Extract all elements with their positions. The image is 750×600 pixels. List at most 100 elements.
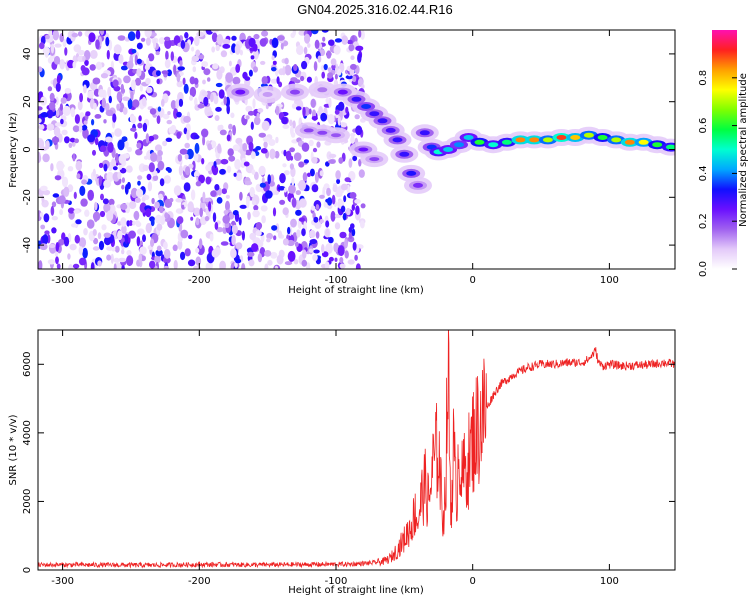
noise-speckle: [130, 91, 134, 101]
noise-speckle: [352, 75, 357, 83]
noise-speckle: [93, 102, 97, 110]
trace-core: [454, 142, 464, 148]
noise-speckle: [100, 193, 104, 201]
noise-speckle: [232, 124, 237, 136]
noise-speckle: [94, 137, 99, 146]
noise-speckle: [56, 109, 60, 117]
noise-speckle: [270, 174, 275, 184]
noise-speckle: [68, 142, 73, 148]
noise-speckle: [85, 111, 91, 117]
noise-speckle: [245, 105, 253, 113]
noise-speckle: [77, 31, 83, 37]
noise-speckle: [63, 186, 70, 197]
noise-speckle: [277, 230, 283, 239]
x-tick-label: 100: [600, 275, 619, 286]
noise-speckle: [309, 239, 318, 245]
noise-speckle: [248, 141, 254, 152]
noise-speckle: [118, 102, 125, 113]
noise-speckle: [173, 259, 178, 269]
noise-speckle: [282, 124, 290, 129]
noise-speckle: [190, 189, 196, 201]
noise-speckle: [273, 235, 277, 241]
noise-speckle: [294, 79, 301, 84]
noise-speckle: [177, 154, 183, 162]
noise-speckle: [137, 180, 141, 186]
noise-speckle: [228, 60, 232, 67]
noise-speckle: [310, 205, 316, 211]
noise-speckle: [180, 40, 186, 49]
noise-speckle: [118, 257, 127, 263]
noise-speckle: [176, 216, 184, 225]
noise-speckle: [269, 148, 276, 160]
noise-speckle: [310, 98, 316, 109]
noise-speckle: [59, 33, 64, 43]
noise-speckle: [201, 128, 209, 138]
spectrogram-noise-field: [38, 30, 366, 269]
noise-speckle: [193, 265, 202, 269]
trace-core: [488, 142, 499, 148]
noise-speckle: [54, 122, 63, 127]
x-tick-label: 100: [600, 576, 619, 587]
noise-speckle: [121, 184, 125, 190]
noise-speckle: [50, 205, 55, 216]
noise-speckle: [100, 73, 109, 79]
noise-speckle: [360, 220, 365, 229]
colorbar-ticks: 0.0 0.2 0.4 0.6 0.8: [698, 70, 737, 277]
noise-speckle: [55, 242, 59, 252]
noise-speckle: [179, 148, 188, 155]
noise-speckle: [177, 66, 185, 71]
colorbar-tick-label: 0.8: [698, 70, 709, 86]
noise-speckle: [242, 142, 248, 152]
noise-speckle: [103, 232, 111, 238]
noise-speckle: [121, 249, 125, 255]
noise-speckle: [201, 90, 208, 97]
noise-speckle: [99, 145, 107, 152]
noise-speckle: [202, 79, 206, 85]
trace-core: [515, 137, 526, 143]
noise-speckle: [264, 250, 272, 257]
noise-speckle: [117, 230, 123, 241]
noise-speckle: [225, 72, 234, 83]
noise-speckle: [185, 166, 191, 176]
noise-speckle: [327, 114, 335, 125]
noise-speckle: [103, 163, 108, 172]
noise-speckle: [130, 79, 136, 91]
noise-speckle: [309, 229, 316, 238]
noise-speckle: [328, 39, 335, 46]
noise-speckle: [89, 49, 98, 59]
noise-speckle: [223, 96, 227, 106]
noise-speckle: [133, 210, 140, 221]
noise-speckle: [42, 234, 49, 245]
noise-speckle: [121, 136, 128, 143]
noise-speckle: [108, 95, 113, 104]
noise-speckle: [264, 190, 273, 199]
noise-speckle: [293, 259, 299, 265]
noise-speckle: [354, 254, 358, 261]
noise-speckle: [180, 251, 186, 261]
noise-speckle: [39, 42, 45, 50]
noise-speckle: [103, 202, 111, 213]
noise-speckle: [275, 136, 279, 144]
noise-speckle: [187, 201, 194, 212]
noise-speckle: [52, 30, 60, 41]
noise-speckle: [243, 161, 250, 167]
noise-speckle: [344, 177, 351, 183]
noise-speckle: [347, 259, 355, 265]
noise-speckle: [69, 137, 76, 143]
noise-speckle: [267, 174, 272, 185]
noise-speckle: [119, 167, 127, 174]
noise-speckle: [265, 104, 269, 110]
noise-speckle: [134, 220, 141, 226]
noise-speckle: [126, 249, 132, 256]
noise-speckle: [358, 30, 362, 38]
noise-speckle: [311, 156, 318, 164]
noise-speckle: [51, 216, 58, 221]
noise-speckle: [130, 187, 138, 199]
noise-speckle: [158, 37, 165, 45]
noise-speckle: [334, 73, 338, 80]
noise-speckle: [258, 132, 266, 138]
trace-core: [303, 128, 314, 133]
noise-speckle: [92, 149, 96, 156]
noise-speckle: [257, 108, 264, 113]
noise-speckle: [84, 209, 90, 217]
